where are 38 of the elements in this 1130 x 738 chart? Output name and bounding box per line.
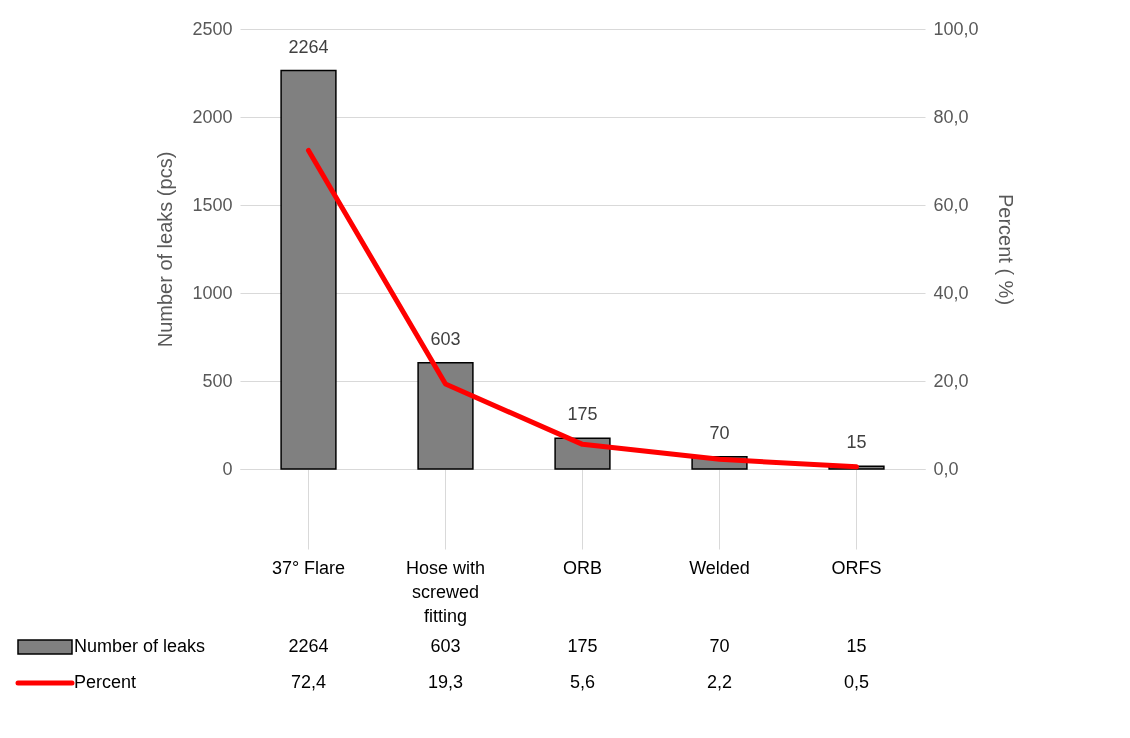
data-label: 70 xyxy=(709,636,730,656)
x-tick-label: Welded xyxy=(689,557,750,578)
data-label: 19,3 xyxy=(427,672,464,692)
y2-tick-label: 20,0 xyxy=(933,370,969,391)
data-label: 2,2 xyxy=(706,672,733,692)
data-label: 0,5 xyxy=(843,672,870,692)
y-tick-label: 500 xyxy=(202,370,233,391)
x-tick-label: Hose with screwed fitting xyxy=(405,557,486,626)
data-label: 15 xyxy=(846,636,867,656)
y2-tick-label: 40,0 xyxy=(933,282,969,303)
data-label: 5,6 xyxy=(569,672,596,692)
y-tick-label: 0 xyxy=(222,458,233,479)
legend-label: Number of leaks xyxy=(74,636,206,656)
data-label: 2264 xyxy=(288,636,329,656)
text: 15 xyxy=(846,432,867,453)
y2-tick-label: 0,0 xyxy=(933,458,959,479)
data-label: 603 xyxy=(430,636,461,656)
data-label: 175 xyxy=(567,636,598,656)
y-axis-title: Number of leaks (pcs) xyxy=(154,151,177,348)
y-tick-label: 1000 xyxy=(192,282,233,303)
y2-tick-label: 80,0 xyxy=(933,106,969,127)
x-tick-label: 37° Flare xyxy=(271,557,346,578)
text: 70 xyxy=(709,422,730,443)
y-tick-label: 2500 xyxy=(192,18,233,39)
data-label: 72,4 xyxy=(290,672,327,692)
bar xyxy=(417,362,474,470)
y-tick-label: 1500 xyxy=(192,194,233,215)
text: 603 xyxy=(430,328,461,349)
bar xyxy=(280,69,337,470)
y2-tick-label: 60,0 xyxy=(933,194,969,215)
y2-tick-label: 100,0 xyxy=(933,18,979,39)
y2-axis-title: Percent ( %) xyxy=(994,193,1017,306)
text: 2264 xyxy=(288,36,329,57)
text: 175 xyxy=(567,404,598,425)
y-tick-label: 2000 xyxy=(192,106,233,127)
x-tick-label: ORFS xyxy=(831,557,882,578)
x-tick-label: ORB xyxy=(562,557,603,578)
legend-label: Percent xyxy=(74,672,137,692)
